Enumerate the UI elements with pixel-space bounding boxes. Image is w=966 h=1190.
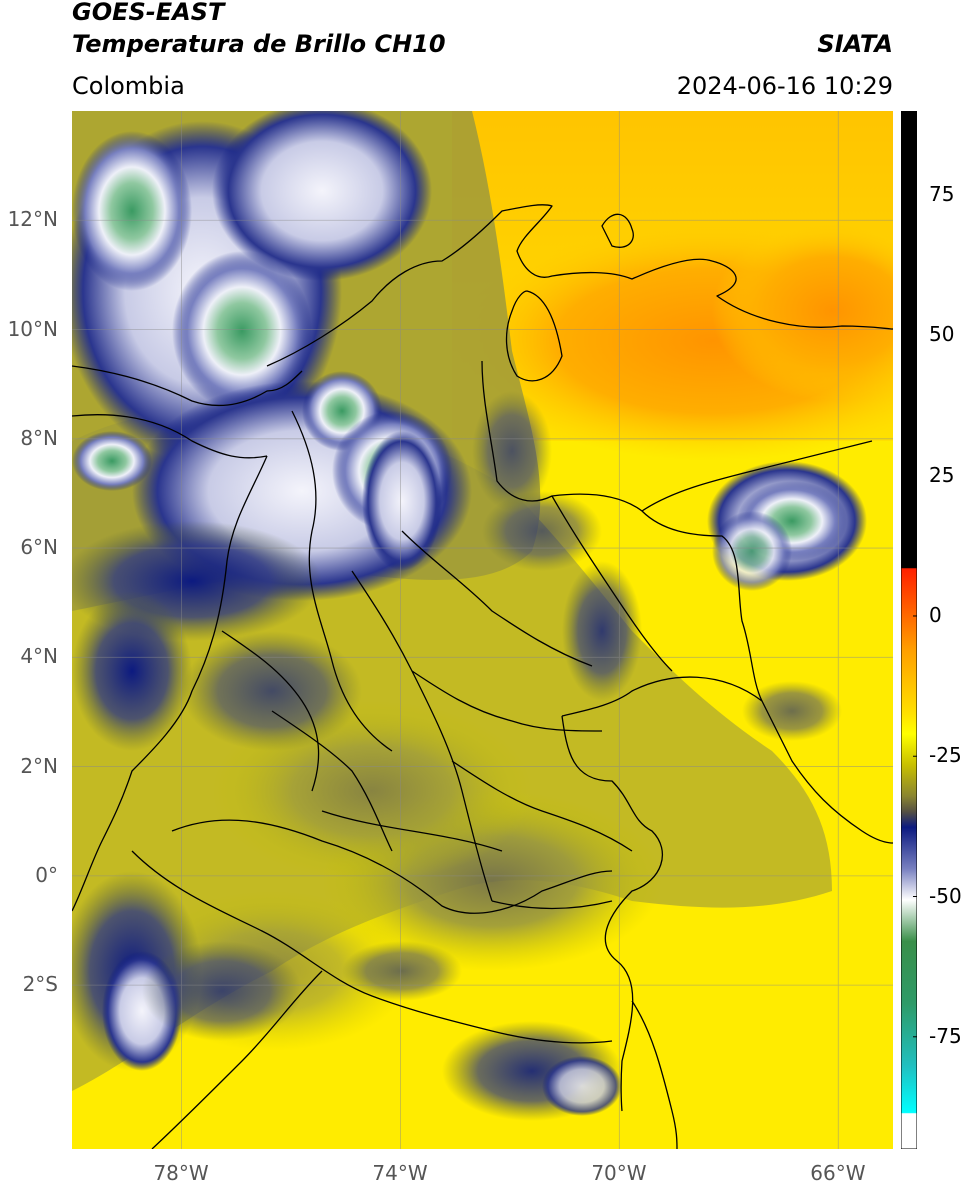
lat-tick-label: 0° [35,862,58,887]
datetime-label: 2024-06-16 10:29 [676,72,893,100]
map-gridlines [72,111,893,1149]
lon-tick-label: 70°W [591,1161,647,1185]
lat-tick-label: 12°N [7,207,58,232]
lat-tick-label: 2°S [22,972,58,997]
lon-tick-label: 78°W [153,1161,209,1185]
colorbar [901,111,917,1149]
colorbar-tick-label: 75 [929,182,955,207]
agency-label: SIATA [817,30,893,58]
colorbar-tick-label: 25 [929,462,955,487]
satellite-title: GOES-EAST [72,0,225,26]
brightness-temperature-map [72,111,893,1149]
lat-tick-label: 4°N [20,644,58,669]
region-label: Colombia [72,72,185,100]
lon-tick-label: 74°W [372,1161,428,1185]
lat-tick-label: 6°N [20,535,58,560]
colorbar-tick-label: 50 [929,322,955,347]
lon-tick-label: 66°W [810,1161,866,1185]
product-title: Temperatura de Brillo CH10 [72,30,446,58]
lat-tick-label: 8°N [20,425,58,450]
colorbar-tick-label: -25 [929,743,962,768]
colorbar-tick-label: -75 [929,1023,962,1048]
lat-tick-label: 2°N [20,753,58,778]
colorbar-tick-label: -50 [929,883,962,908]
lat-tick-label: 10°N [7,316,58,341]
colorbar-tick-label: 0 [929,602,942,627]
coastlines-and-borders [72,204,893,1149]
